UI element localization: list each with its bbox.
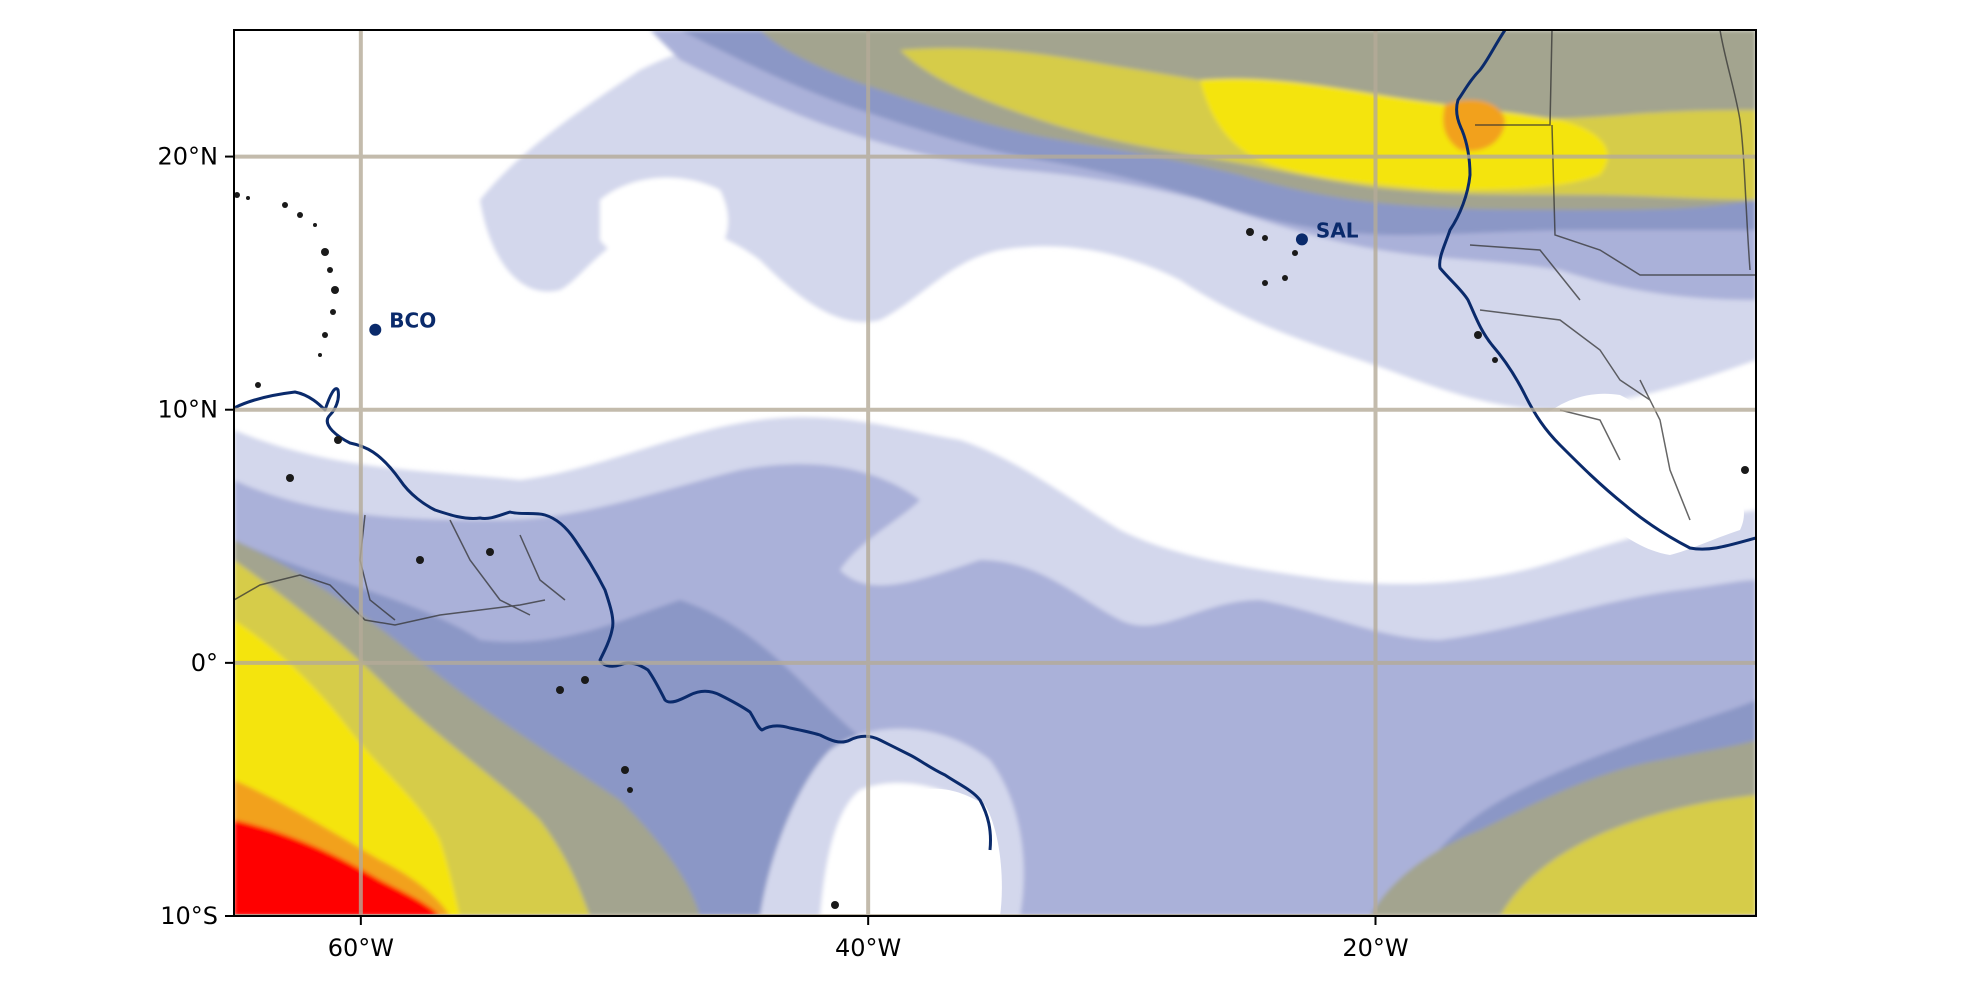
island: [1262, 280, 1268, 286]
island: [556, 686, 564, 694]
south-america-coastline: [234, 387, 992, 851]
land-masses: [840, 393, 1744, 916]
gridlines: [234, 30, 1756, 916]
dust-level-5-southeast: [1500, 795, 1756, 916]
y-tick-label: 10°S: [160, 902, 218, 930]
island: [297, 212, 303, 218]
x-tick-label: 20°W: [1342, 934, 1408, 962]
island: [321, 248, 329, 256]
island: [255, 382, 261, 388]
island: [318, 353, 322, 357]
island: [330, 309, 336, 315]
south-america-clear-patch: [840, 788, 1002, 916]
stations: BCO SAL: [369, 218, 1359, 336]
island: [627, 787, 633, 793]
island: [1262, 235, 1268, 241]
island: [246, 196, 250, 200]
station-marker: [1295, 233, 1308, 246]
island: [486, 548, 494, 556]
island: [286, 474, 294, 482]
island: [322, 332, 328, 338]
border-mali: [1551, 124, 1756, 276]
island: [1492, 357, 1498, 363]
border-guinea: [1479, 309, 1651, 401]
station-sal: SAL: [1295, 218, 1359, 246]
island: [831, 901, 839, 909]
island: [1246, 228, 1254, 236]
island: [1292, 250, 1298, 256]
island: [234, 192, 240, 198]
coastlines: [234, 30, 1756, 851]
border-sierra: [1559, 409, 1621, 461]
africa-clear-patch: [1540, 393, 1744, 555]
x-tick-label: 40°W: [835, 934, 901, 962]
station-bco: BCO: [369, 309, 436, 336]
border-brazil-north: [234, 574, 546, 626]
island: [334, 436, 342, 444]
dust-level-7-north: [1443, 100, 1505, 151]
clear-patch-north: [600, 177, 729, 272]
island: [621, 766, 629, 774]
island: [1282, 275, 1288, 281]
island: [416, 556, 424, 564]
border-senegal: [1469, 244, 1581, 301]
islands: [234, 192, 1749, 909]
island: [581, 676, 589, 684]
island: [327, 267, 333, 273]
plot-frame: [233, 29, 1757, 917]
island: [1741, 466, 1749, 474]
dust-level-6-north: [1200, 78, 1608, 190]
dust-level-8-southwest: [234, 820, 440, 916]
political-borders: [234, 30, 1756, 626]
border-algeria: [1719, 30, 1751, 271]
island: [282, 202, 288, 208]
island: [313, 223, 317, 227]
y-axis: 20°N 10°N 0° 10°S: [158, 143, 234, 930]
border-ivory: [1639, 379, 1691, 521]
border-mauritania: [1475, 30, 1553, 126]
y-tick-label: 20°N: [158, 143, 219, 171]
y-tick-label: 0°: [191, 649, 218, 677]
africa-coastline: [1438, 30, 1756, 551]
station-label: BCO: [389, 309, 436, 333]
y-tick-label: 10°N: [158, 396, 219, 424]
map-plot-area: BCO SAL: [234, 30, 1756, 916]
border-guiana-2: [449, 519, 531, 616]
x-tick-label: 60°W: [328, 934, 394, 962]
island: [331, 286, 339, 294]
island: [1474, 331, 1482, 339]
x-axis: 60°W 40°W 20°W: [328, 916, 1409, 962]
border-guiana-3: [519, 534, 566, 601]
station-marker: [369, 323, 382, 336]
station-label: SAL: [1316, 218, 1359, 242]
